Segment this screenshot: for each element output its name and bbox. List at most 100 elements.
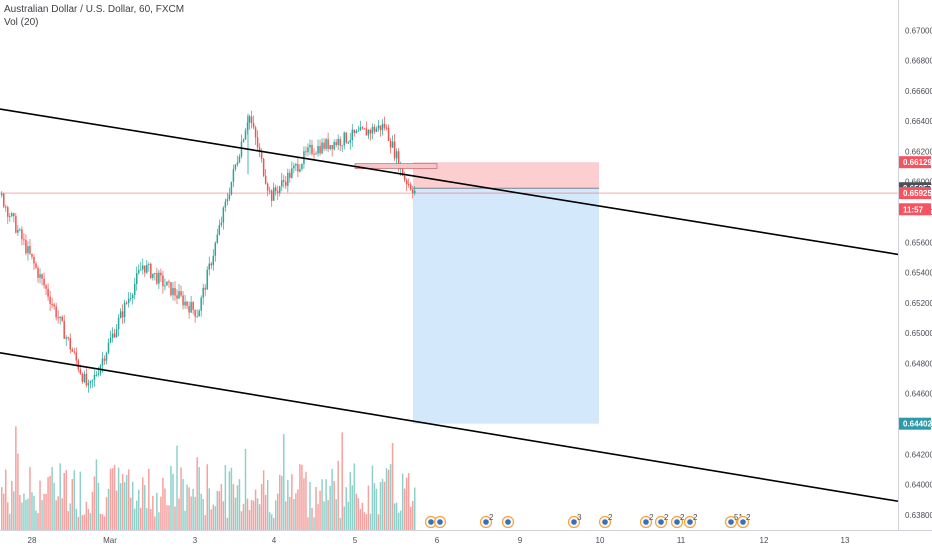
candle-body xyxy=(77,360,80,370)
volume-bar xyxy=(146,508,148,530)
volume-bar xyxy=(37,513,39,530)
candle-body xyxy=(244,130,247,140)
candle-body xyxy=(385,127,388,129)
candle-body xyxy=(5,206,7,208)
volume-bar xyxy=(319,490,321,530)
symbol-title[interactable]: Australian Dollar / U.S. Dollar, 60, FXC… xyxy=(4,4,185,15)
volume-bar xyxy=(162,477,164,530)
volume-bar xyxy=(89,513,92,530)
candle-body xyxy=(127,298,130,304)
candle-body xyxy=(327,139,329,149)
volume-bar xyxy=(401,473,404,530)
candle-body xyxy=(329,145,331,149)
calendar-event-icon[interactable] xyxy=(501,515,515,529)
calendar-event-icon[interactable]: 3 xyxy=(567,513,583,529)
calendar-event-icon[interactable]: 2 xyxy=(654,513,670,529)
candle-body xyxy=(389,141,392,148)
volume-bar xyxy=(63,473,65,530)
volume-bar xyxy=(264,494,267,530)
calendar-event-icon[interactable]: 2 xyxy=(598,513,614,529)
volume-bar xyxy=(135,500,138,530)
volume-bar xyxy=(381,478,384,530)
volume-bar xyxy=(166,505,168,530)
x-tick-label: 11 xyxy=(677,536,686,545)
candle-body xyxy=(125,302,128,304)
calendar-event-icon[interactable] xyxy=(433,515,447,529)
volume-bar xyxy=(218,491,221,530)
volume-indicator-label[interactable]: Vol (20) xyxy=(4,17,39,28)
volume-bar xyxy=(409,506,412,530)
volume-bar xyxy=(357,498,360,530)
calendar-event-icon[interactable]: 51 xyxy=(724,513,744,529)
candle-body xyxy=(315,153,317,155)
volume-bar xyxy=(212,504,215,530)
volume-bar xyxy=(200,493,202,530)
event-flag-icon-center xyxy=(437,519,443,525)
volume-bar xyxy=(250,499,253,530)
volume-bar xyxy=(272,517,275,530)
price-tag-label-countdown: 11:57 xyxy=(903,205,924,214)
candle-body xyxy=(180,291,182,296)
candle-body xyxy=(37,267,39,278)
candle-body xyxy=(319,146,321,154)
candle-body xyxy=(117,318,120,330)
volume-bar xyxy=(379,481,382,530)
volume-bar xyxy=(214,506,217,530)
volume-bar xyxy=(95,459,98,530)
volume-bar xyxy=(341,432,343,530)
volume-bar xyxy=(79,471,82,530)
calendar-event-icon[interactable]: 2 xyxy=(479,513,495,529)
volume-bar xyxy=(220,483,223,530)
volume-bar xyxy=(192,488,194,530)
volume-bar xyxy=(51,467,53,530)
volume-bar xyxy=(174,506,176,530)
volume-bar xyxy=(103,516,106,530)
take-profit-zone xyxy=(413,188,599,424)
volume-bar xyxy=(355,493,358,530)
calendar-event-icon[interactable]: 2 xyxy=(670,513,686,529)
volume-bar xyxy=(397,512,400,530)
volume-bar xyxy=(188,487,190,530)
candle-body xyxy=(67,337,69,339)
price-tag-label-target: 0.64402 xyxy=(903,420,932,429)
volume-bar xyxy=(391,442,394,530)
candle-body xyxy=(325,139,327,149)
candle-body xyxy=(43,278,45,286)
candle-body xyxy=(293,165,295,169)
volume-bar xyxy=(71,479,74,530)
volume-bar xyxy=(164,488,166,530)
volume-bar xyxy=(323,501,325,530)
volume-bar xyxy=(337,460,339,530)
candle-body xyxy=(381,123,384,131)
calendar-event-icon[interactable]: 2 xyxy=(736,513,752,529)
volume-bar xyxy=(178,498,180,530)
y-tick-label: 0.65000 xyxy=(905,329,932,338)
volume-bar xyxy=(156,492,158,530)
candle-body xyxy=(123,302,126,318)
volume-bar xyxy=(13,491,15,530)
calendar-event-icon[interactable]: 2 xyxy=(683,513,699,529)
volume-bar xyxy=(41,500,43,530)
candle-body xyxy=(29,246,31,254)
candle-body xyxy=(335,142,337,146)
calendar-event-icon[interactable]: 2 xyxy=(639,513,655,529)
volume-bar xyxy=(405,477,408,530)
volume-bar xyxy=(109,468,112,530)
candle-body xyxy=(264,175,267,184)
volume-bar xyxy=(25,499,27,530)
candle-body xyxy=(71,349,74,352)
volume-bar xyxy=(23,493,25,530)
volume-bar xyxy=(105,497,108,530)
candle-body xyxy=(31,253,33,257)
volume-bar xyxy=(262,470,265,530)
volume-bar xyxy=(258,504,261,530)
x-tick-label: Mar xyxy=(103,536,117,545)
candle-body xyxy=(321,142,323,154)
volume-bar xyxy=(325,479,327,530)
volume-bar xyxy=(351,485,354,530)
volume-bar xyxy=(252,500,255,530)
candle-body xyxy=(283,180,285,182)
volume-bar xyxy=(377,514,380,530)
candle-body xyxy=(295,164,297,166)
